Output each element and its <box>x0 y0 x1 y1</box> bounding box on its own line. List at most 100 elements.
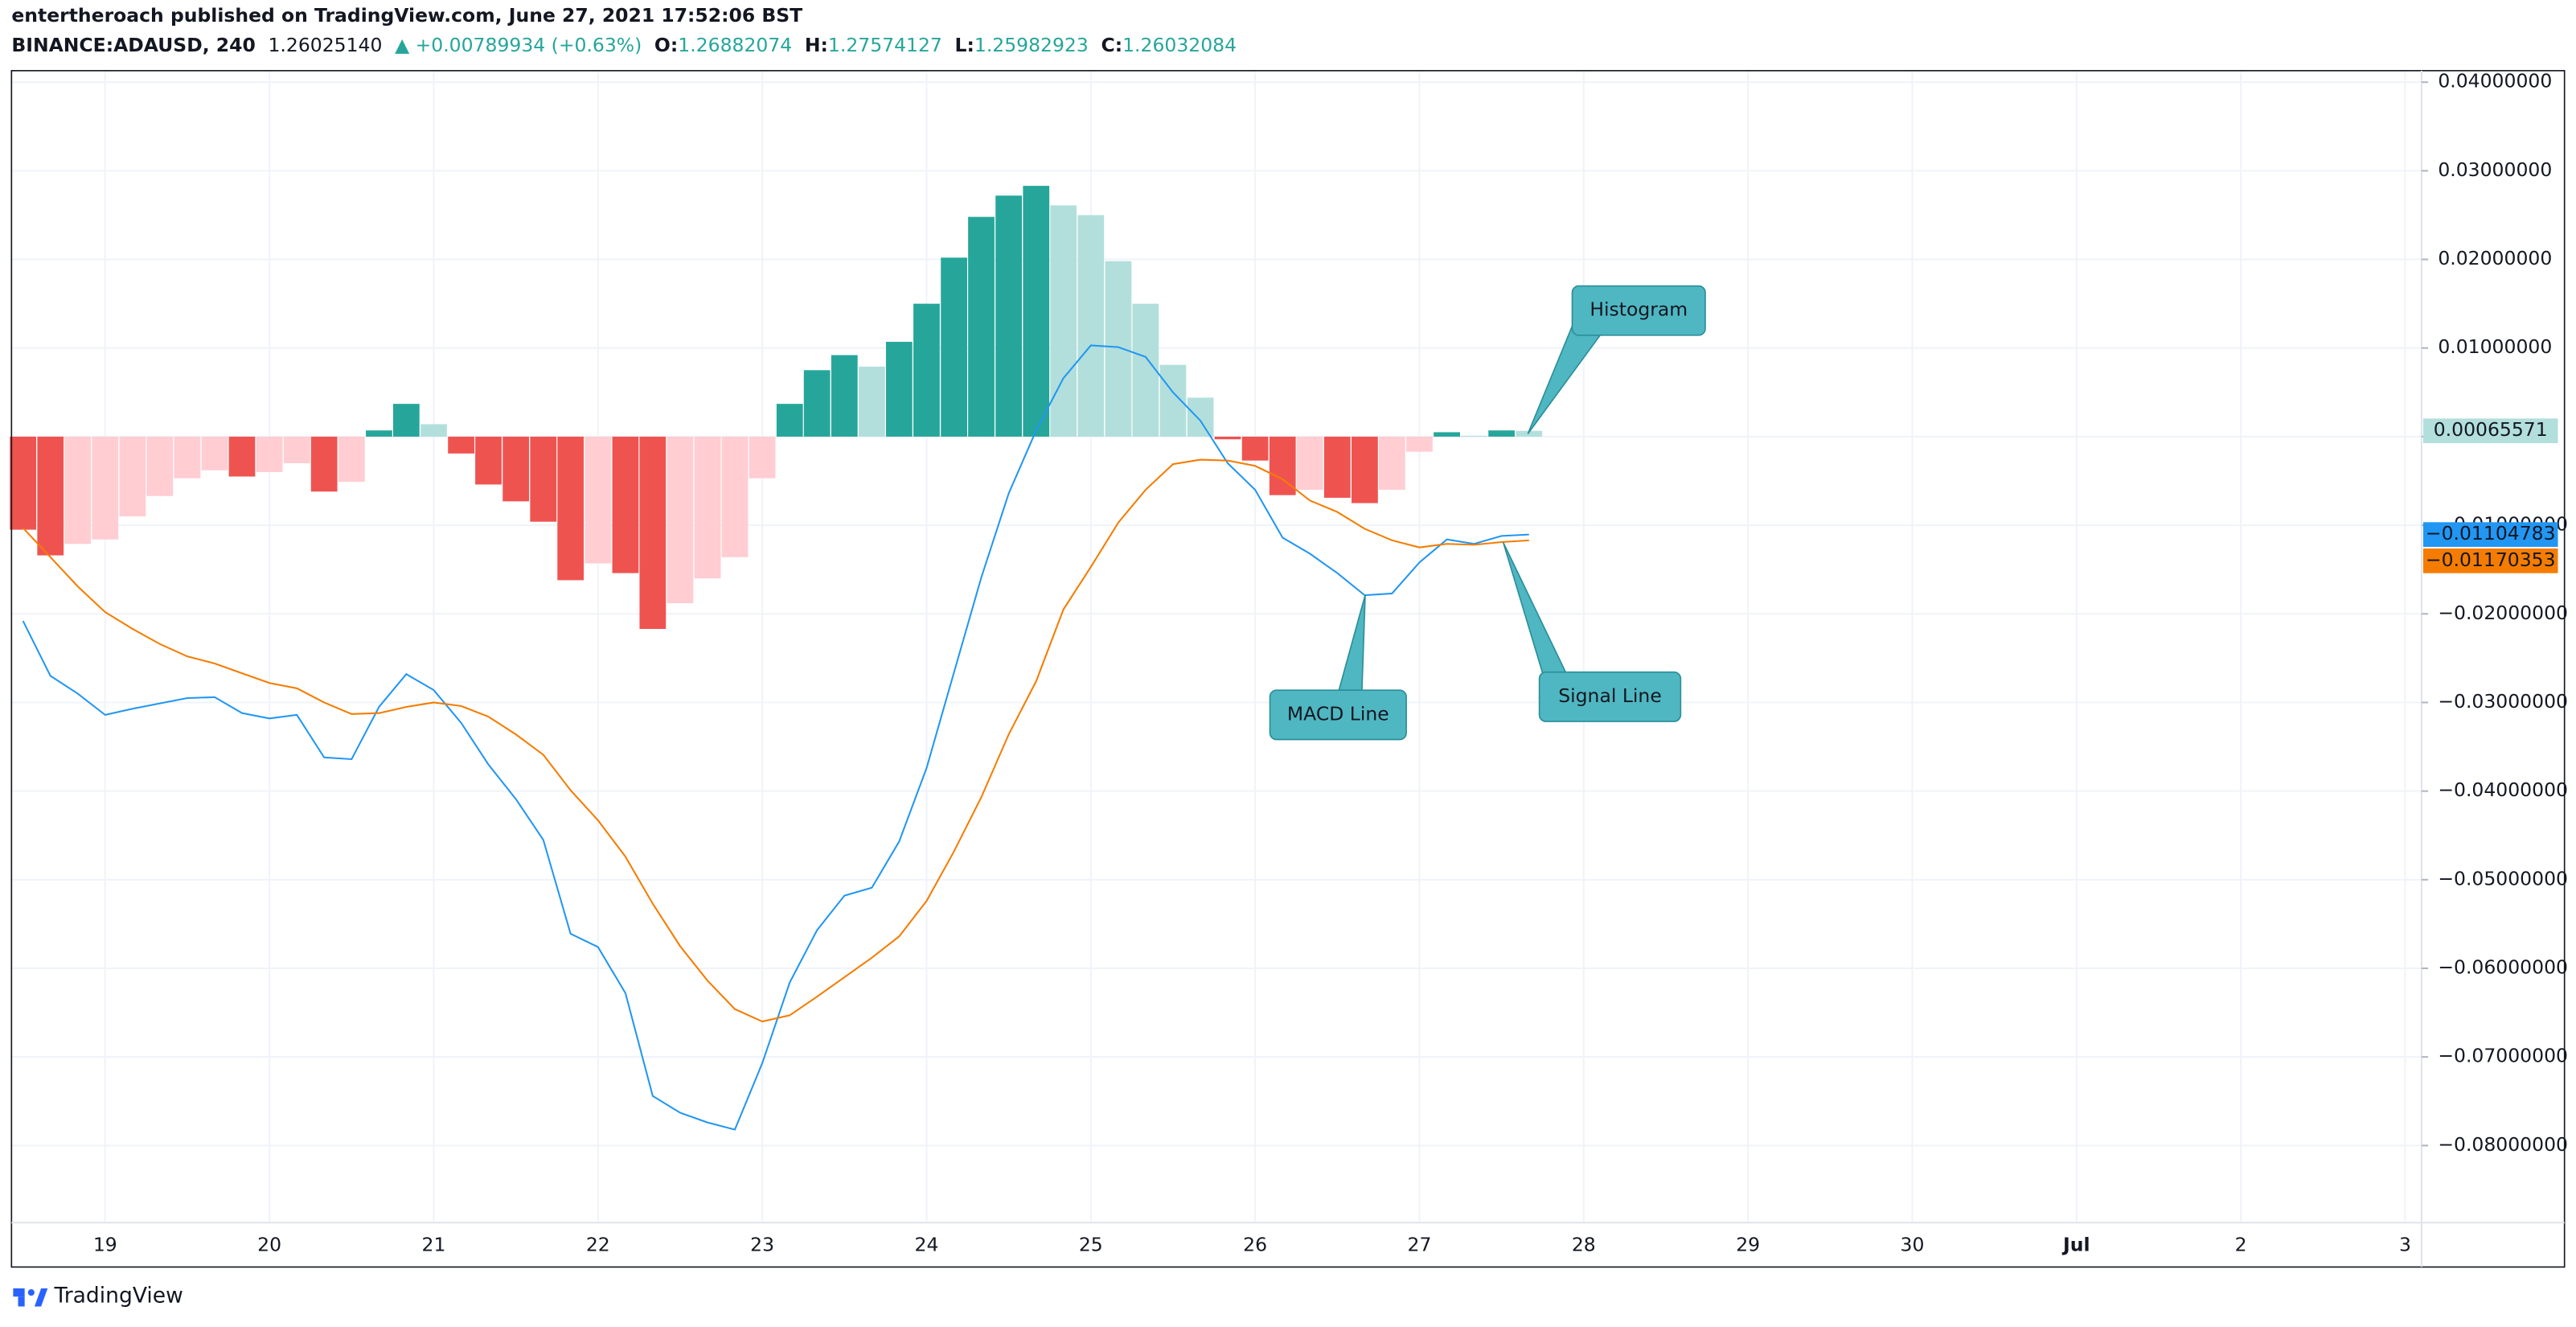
last-value-label: −0.01170353 <box>2426 548 2556 571</box>
histogram-bar <box>1488 430 1516 437</box>
callout-box <box>1538 671 1682 722</box>
histogram-bar <box>749 436 776 479</box>
x-tick-label: 20 <box>257 1233 281 1255</box>
x-tick-label: 21 <box>422 1233 446 1255</box>
histogram-bar <box>1434 432 1460 437</box>
histogram-bar <box>913 303 940 437</box>
x-tick-label: 2 <box>2235 1233 2247 1255</box>
y-tick-label: −0.07000000 <box>2438 1045 2568 1067</box>
y-tick-label: 0.02000000 <box>2438 247 2552 269</box>
histogram-bar <box>366 430 392 437</box>
x-tick-label: 27 <box>1408 1233 1432 1255</box>
x-tick-label: 3 <box>2399 1233 2411 1255</box>
histogram-bar <box>283 436 310 463</box>
histogram-bar <box>667 436 694 604</box>
ohlc-value: 1.26882074 <box>678 34 792 56</box>
histogram-bar <box>1187 397 1214 437</box>
histogram-bar <box>968 216 995 437</box>
histogram-bar <box>174 436 201 479</box>
histogram-bar <box>310 436 338 492</box>
histogram-bar <box>119 436 146 517</box>
histogram-bar <box>1023 186 1050 437</box>
histogram-bar <box>585 436 612 564</box>
ohlc-label: C: <box>1101 34 1122 56</box>
frame <box>10 70 2566 1268</box>
x-tick-label: 28 <box>1572 1233 1596 1255</box>
ohlc-label: O: <box>654 34 678 56</box>
histogram-bar <box>557 436 585 581</box>
last-value-label: 0.00065571 <box>2434 418 2548 441</box>
callout-box <box>1571 285 1706 336</box>
callout-label: Signal Line <box>1558 684 1662 707</box>
histogram-bar <box>146 436 174 496</box>
ohlc-value: 1.26032084 <box>1122 34 1237 56</box>
ohlc-value: 1.27574127 <box>828 34 942 56</box>
histogram-bar <box>420 424 447 437</box>
histogram-bar <box>1352 436 1378 503</box>
symbol: BINANCE:ADAUSD, 240 <box>11 34 256 56</box>
histogram-bar <box>995 195 1023 437</box>
change: ▲ +0.00789934 (+0.63%) <box>395 34 642 56</box>
histogram-bar <box>92 436 119 540</box>
histogram-bar <box>1406 436 1433 452</box>
histogram-bar <box>1378 436 1405 491</box>
histogram-bar <box>201 436 228 470</box>
histogram-bar <box>776 404 803 437</box>
histogram-bar <box>256 436 283 472</box>
histogram-bar <box>859 366 885 437</box>
histogram-bar <box>1323 436 1351 498</box>
last-value-box <box>2422 418 2558 444</box>
histogram-bar <box>475 436 502 485</box>
histogram-bar <box>10 436 37 530</box>
last-value-box <box>2422 548 2558 573</box>
histogram-bar <box>1214 436 1241 440</box>
histogram-bar <box>1050 205 1077 437</box>
y-tick-label: −0.04000000 <box>2438 779 2568 801</box>
y-tick-label: 0.01000000 <box>2438 335 2552 358</box>
histogram-bar <box>612 436 639 573</box>
histogram-bar <box>1241 436 1269 461</box>
histogram-bar <box>1077 215 1105 437</box>
histogram-bar <box>392 404 420 437</box>
last-value-box <box>2422 522 2558 547</box>
y-tick-label: −0.02000000 <box>2438 602 2568 624</box>
y-tick-label: −0.03000000 <box>2438 690 2568 713</box>
author-line: entertheroach published on TradingView.c… <box>11 4 802 27</box>
ohlc-label: H: <box>805 34 828 56</box>
histogram-bar <box>1132 303 1159 437</box>
histogram-bar <box>721 436 749 557</box>
histogram-bar <box>803 370 831 437</box>
logo-mark <box>18 1296 25 1307</box>
symbol-line: BINANCE:ADAUSD, 240 1.26025140 ▲ +0.0078… <box>11 34 1237 56</box>
histogram-bar <box>64 436 92 544</box>
plot <box>10 70 2422 1223</box>
y-tick-label: −0.08000000 <box>2438 1133 2568 1156</box>
x-tick-label: 19 <box>93 1233 117 1255</box>
logo-mark <box>27 1289 35 1296</box>
x-tick-label: 30 <box>1901 1233 1925 1255</box>
y-tick-label: 0.03000000 <box>2438 158 2552 181</box>
callout-label: MACD Line <box>1287 702 1389 725</box>
histogram-bar <box>831 355 858 437</box>
y-tick-label: −0.06000000 <box>2438 956 2568 979</box>
histogram-bar <box>37 436 64 556</box>
ohlc-label: L: <box>955 34 974 56</box>
histogram-bar <box>941 257 967 437</box>
histogram-bar <box>448 436 474 454</box>
series-line <box>22 458 1529 1023</box>
x-tick-label: 25 <box>1079 1233 1103 1255</box>
logo-mark <box>13 1288 25 1297</box>
y-tick-label: −0.05000000 <box>2438 867 2568 889</box>
histogram-bar <box>1516 430 1543 437</box>
logo-mark <box>34 1288 48 1307</box>
x-tick-label: 24 <box>915 1233 939 1255</box>
histogram-bar <box>639 436 667 630</box>
last-value-label: −0.01104783 <box>2426 522 2556 544</box>
last-price: 1.26025140 <box>268 34 382 56</box>
x-tick-label: 26 <box>1243 1233 1267 1255</box>
histogram-bar <box>1105 261 1132 437</box>
callout-box <box>1269 689 1407 741</box>
callout-label: Histogram <box>1589 298 1688 321</box>
x-tick-label: 23 <box>750 1233 774 1255</box>
